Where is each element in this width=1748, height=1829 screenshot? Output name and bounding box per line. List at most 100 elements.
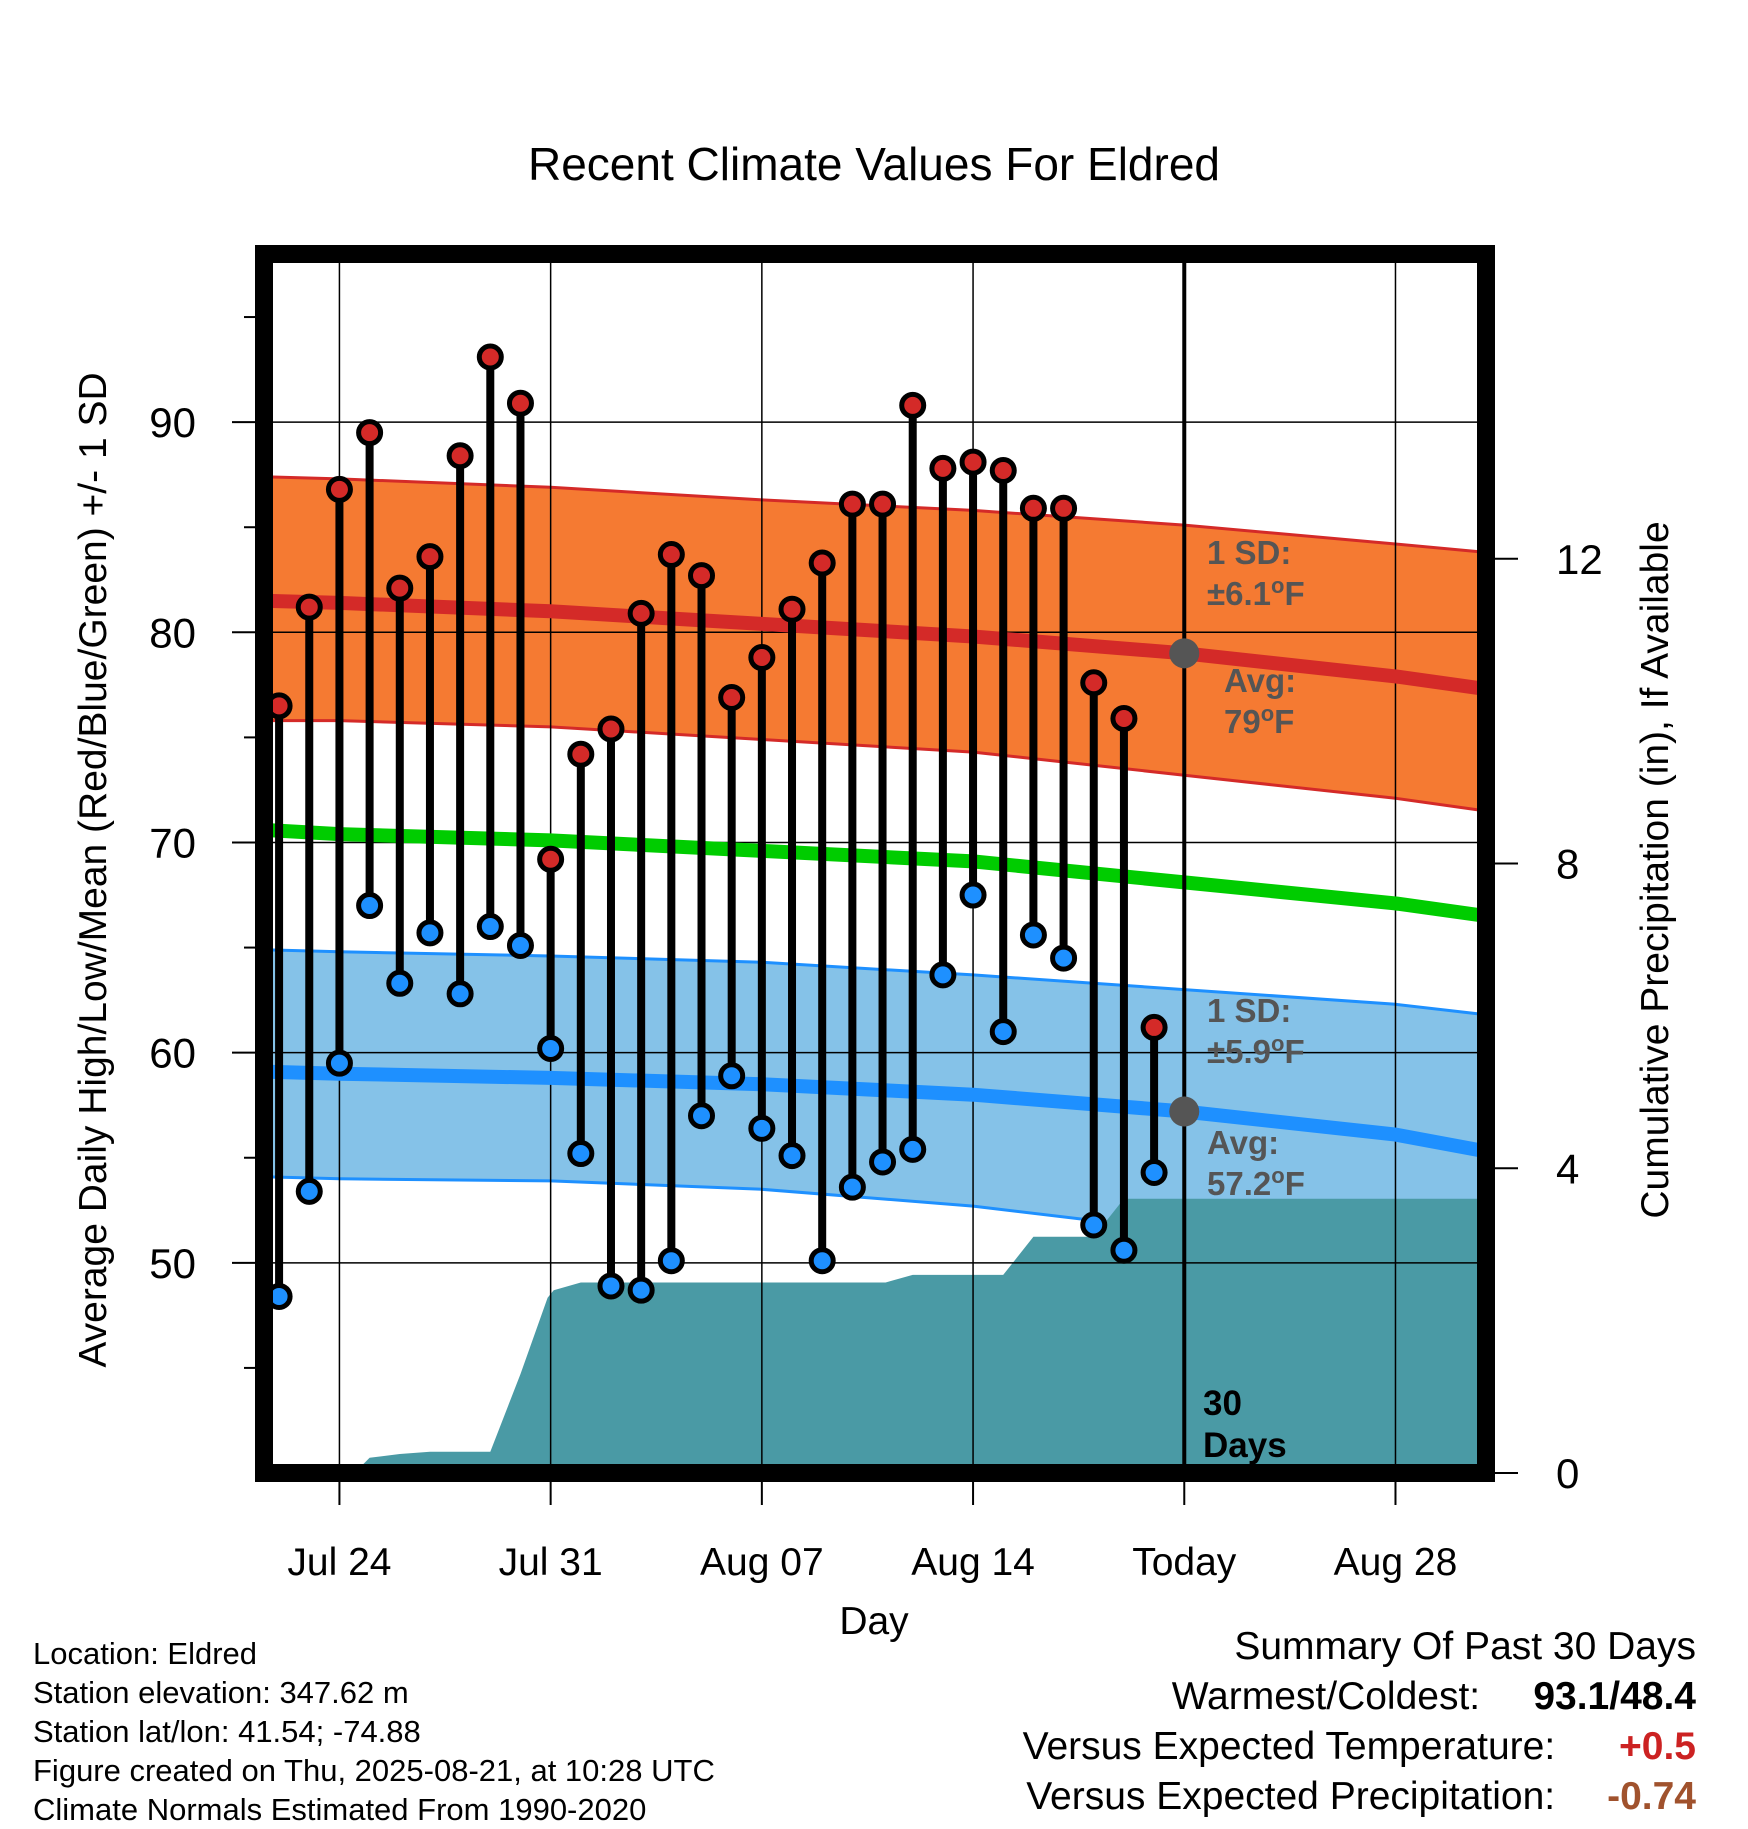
x-tick-label: Jul 31 (499, 1541, 603, 1584)
info-normals: Climate Normals Estimated From 1990-2020 (33, 1792, 647, 1827)
high-point (295, 593, 323, 621)
high-point (1110, 704, 1138, 732)
chart-title: Recent Climate Values For Eldred (528, 138, 1220, 190)
normal-high-line (263, 593, 1487, 697)
low-point (929, 961, 957, 989)
low-point (386, 969, 414, 997)
summary-title: Summary Of Past 30 Days (1234, 1625, 1696, 1668)
low-point (657, 1247, 685, 1275)
low-point (1140, 1158, 1168, 1186)
x-tick-label: Aug 07 (700, 1541, 824, 1584)
high-point (778, 595, 806, 623)
high-sd-lower-line (264, 719, 1487, 813)
high-point (899, 391, 927, 419)
high-point (325, 475, 353, 503)
y2-tick-label: 12 (1556, 536, 1603, 583)
summary-temp: Versus Expected Temperature: +0.5 (1023, 1722, 1696, 1772)
high-point (929, 454, 957, 482)
low-point (325, 1049, 353, 1077)
low-point (1110, 1236, 1138, 1264)
plot-area: 50 60 70 80 90 0 4 8 12 Jul 24 Jul 31 Aug 07 Aug 14 T… (149, 245, 1603, 1584)
low-point (356, 892, 384, 920)
low-point (959, 881, 987, 909)
y-tick-label: 60 (149, 1030, 196, 1077)
high-avg-value: 79oF (1224, 701, 1294, 740)
high-point (597, 715, 625, 743)
warm-cold-label: Warmest/Coldest: (1171, 1675, 1481, 1718)
low-avg-value: 57.2oF (1207, 1163, 1305, 1202)
info-location: Location: Eldred (33, 1636, 258, 1671)
low-point (869, 1148, 897, 1176)
y-axis-label: Average Daily High/Low/Mean (Red/Blue/Gr… (72, 372, 115, 1367)
high-point (476, 343, 504, 371)
high-point (1050, 494, 1078, 522)
high-point (386, 574, 414, 602)
y-tick-label: 50 (149, 1240, 196, 1287)
high-point (1019, 494, 1047, 522)
days-count-label: 30 (1203, 1384, 1242, 1423)
high-point (808, 549, 836, 577)
low-point (597, 1272, 625, 1300)
low-sd-label: 1 SD: (1207, 992, 1291, 1029)
high-point (718, 683, 746, 711)
high-point (446, 442, 474, 470)
high-point (869, 490, 897, 518)
normal-mean-line (263, 822, 1487, 923)
high-point (537, 845, 565, 873)
warm-cold-value: 93.1/48.4 (1533, 1675, 1696, 1718)
high-point (959, 448, 987, 476)
precip-diff-value: -0.74 (1607, 1775, 1696, 1818)
high-point (416, 543, 444, 571)
high-point (989, 456, 1017, 484)
low-point (1019, 921, 1047, 949)
high-sd-band (264, 476, 1486, 811)
high-avg-marker (1169, 638, 1200, 669)
temp-diff-label: Versus Expected Temperature: (1022, 1725, 1556, 1768)
high-sd-value: ±6.1oF (1207, 573, 1305, 612)
plot-frame (255, 245, 1495, 1482)
low-point (838, 1173, 866, 1201)
low-point (295, 1177, 323, 1205)
station-info: Location: Eldred Station elevation: 347.… (33, 1634, 715, 1829)
low-point (688, 1102, 716, 1130)
summary-panel: Summary Of Past 30 Days Warmest/Coldest:… (1023, 1622, 1696, 1822)
low-point (627, 1276, 655, 1304)
normal-low-line (263, 1064, 1488, 1159)
y-tick-label: 90 (149, 399, 196, 446)
y2-tick-label: 4 (1556, 1145, 1579, 1192)
x-tick-label: Today (1132, 1541, 1237, 1584)
low-point (718, 1062, 746, 1090)
temp-diff-value: +0.5 (1619, 1725, 1696, 1768)
x-tick-label: Jul 24 (287, 1541, 391, 1584)
summary-warm-cold: Warmest/Coldest: 93.1/48.4 (1023, 1672, 1696, 1722)
info-latlon: Station lat/lon: 41.54; -74.88 (33, 1714, 421, 1749)
low-point (1080, 1211, 1108, 1239)
x-tick-label: Aug 28 (1334, 1541, 1458, 1584)
high-point (356, 419, 384, 447)
low-point (778, 1142, 806, 1170)
precip-diff-label: Versus Expected Precipitation: (1026, 1775, 1556, 1818)
high-point (657, 541, 685, 569)
y2-tick-label: 0 (1556, 1450, 1579, 1497)
high-point (1080, 669, 1108, 697)
x-tick-label: Aug 14 (911, 1541, 1035, 1584)
x-axis-label: Day (839, 1600, 909, 1643)
high-point (567, 740, 595, 768)
y-tick-label: 80 (149, 609, 196, 656)
low-point (567, 1140, 595, 1168)
y2-tick-label: 8 (1556, 841, 1579, 888)
high-avg-label: Avg: (1224, 662, 1296, 699)
low-point (989, 1018, 1017, 1046)
low-avg-marker (1169, 1096, 1200, 1127)
info-created: Figure created on Thu, 2025-08-21, at 10… (33, 1753, 715, 1788)
high-point (1140, 1013, 1168, 1041)
info-elevation: Station elevation: 347.62 m (33, 1675, 409, 1710)
low-point (506, 931, 534, 959)
high-sd-upper-line (263, 475, 1487, 554)
low-sd-upper-line (263, 948, 1487, 1017)
summary-precip: Versus Expected Precipitation: -0.74 (1023, 1772, 1696, 1822)
high-point (838, 490, 866, 518)
y-tick-label: 70 (149, 819, 196, 866)
low-avg-label: Avg: (1207, 1124, 1279, 1161)
